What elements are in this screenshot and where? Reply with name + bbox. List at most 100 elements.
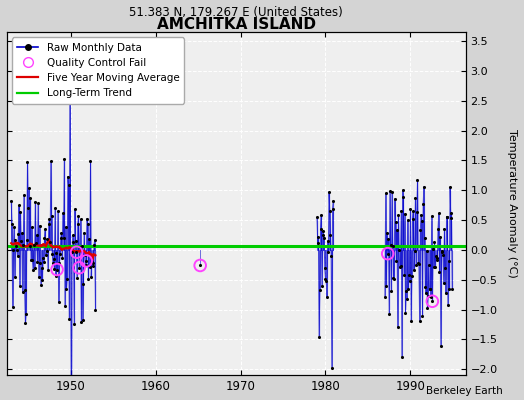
Text: Berkeley Earth: Berkeley Earth: [427, 386, 503, 396]
Point: [23, 237, 31, 243]
Point: [408, 215, 417, 222]
Point: [25, 243, 34, 250]
Point: [7, 198, 15, 204]
Point: [82, 258, 90, 264]
Point: [416, 318, 424, 324]
Point: [81, 252, 89, 258]
Point: [29, 267, 37, 274]
Point: [403, 217, 412, 223]
Point: [28, 224, 36, 230]
Point: [398, 354, 406, 360]
Point: [400, 271, 408, 278]
Point: [434, 226, 442, 232]
Legend: Raw Monthly Data, Quality Control Fail, Five Year Moving Average, Long-Term Tren: Raw Monthly Data, Quality Control Fail, …: [12, 38, 184, 104]
Point: [9, 247, 17, 254]
Point: [35, 222, 43, 229]
Point: [419, 201, 428, 207]
Point: [16, 209, 25, 215]
Point: [418, 313, 427, 320]
Point: [58, 255, 67, 261]
Point: [433, 256, 442, 263]
Point: [404, 285, 412, 292]
Point: [47, 213, 56, 219]
Point: [80, 229, 88, 236]
Point: [420, 184, 428, 190]
Point: [323, 238, 332, 244]
Point: [319, 228, 327, 234]
Point: [69, 232, 77, 239]
Point: [384, 250, 392, 257]
Point: [313, 214, 321, 220]
Point: [78, 242, 86, 249]
Point: [444, 302, 452, 308]
Point: [314, 234, 323, 240]
Point: [442, 214, 451, 220]
Point: [394, 324, 402, 330]
Point: [417, 212, 425, 218]
Point: [86, 158, 95, 164]
Point: [75, 244, 84, 250]
Point: [53, 266, 61, 273]
Point: [61, 224, 70, 230]
Point: [39, 259, 48, 266]
Point: [45, 220, 53, 227]
Point: [326, 232, 335, 238]
Point: [8, 220, 16, 227]
Point: [37, 282, 45, 288]
Point: [71, 238, 80, 244]
Text: 51.383 N, 179.267 E (United States): 51.383 N, 179.267 E (United States): [129, 6, 343, 18]
Point: [410, 248, 419, 254]
Point: [315, 287, 324, 293]
Point: [30, 264, 39, 271]
Point: [66, 50, 74, 56]
Point: [321, 265, 329, 271]
Point: [14, 231, 23, 237]
Point: [74, 213, 83, 219]
Point: [72, 249, 81, 256]
Point: [388, 188, 396, 195]
Point: [393, 227, 401, 233]
Point: [73, 275, 81, 281]
Point: [51, 272, 60, 279]
Point: [389, 275, 398, 282]
Point: [32, 232, 41, 238]
Point: [425, 286, 434, 292]
Point: [398, 187, 407, 193]
Point: [318, 283, 326, 289]
Point: [88, 258, 96, 265]
Point: [87, 274, 95, 280]
Point: [447, 210, 456, 216]
Point: [16, 282, 24, 289]
Point: [57, 230, 66, 236]
Point: [70, 320, 79, 327]
Point: [430, 239, 439, 246]
Point: [386, 242, 395, 248]
Point: [400, 210, 409, 217]
Point: [10, 273, 19, 280]
Point: [26, 195, 35, 202]
Point: [28, 257, 37, 263]
Point: [89, 260, 97, 266]
Point: [442, 290, 450, 296]
Point: [386, 188, 394, 194]
Point: [406, 206, 414, 212]
Point: [412, 262, 420, 268]
Point: [84, 276, 93, 282]
Point: [22, 311, 30, 318]
Point: [321, 276, 330, 282]
Point: [414, 260, 422, 266]
Point: [439, 252, 447, 258]
Point: [429, 246, 437, 252]
Point: [381, 190, 390, 197]
Point: [63, 276, 71, 283]
Point: [91, 307, 100, 313]
Point: [59, 210, 67, 216]
Point: [19, 242, 27, 248]
Point: [37, 265, 46, 271]
Point: [60, 156, 69, 162]
Point: [405, 272, 413, 279]
Point: [42, 248, 51, 254]
Point: [432, 253, 440, 260]
Point: [49, 260, 57, 266]
Point: [42, 252, 50, 259]
